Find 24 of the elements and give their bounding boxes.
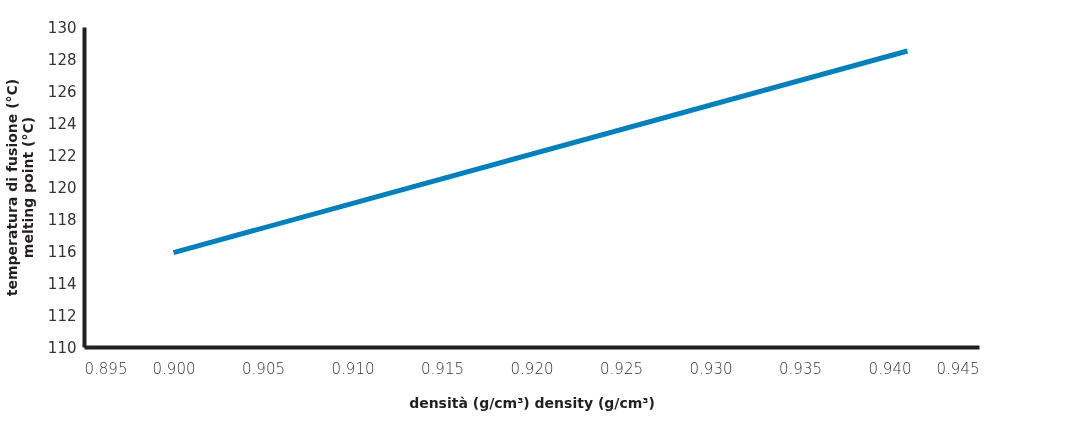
y-axis-title: temperatura di fusione (°C) melting point (°C): [3, 78, 36, 297]
x-tick-label: 0.900: [152, 359, 196, 378]
x-tick-label: 0.915: [421, 359, 464, 378]
y-tick-label: 114: [47, 274, 77, 293]
x-axis-title: densità (g/cm³) density (g/cm³): [409, 394, 655, 411]
y-tick-label: 112: [47, 306, 77, 325]
y-tick-label: 122: [47, 146, 77, 165]
x-tick-label: 0.935: [779, 359, 822, 378]
y-tick-label: 130: [47, 18, 77, 37]
x-tick-label: 0.930: [689, 359, 733, 378]
x-tick-label: 0.910: [331, 359, 375, 378]
y-tick-label: 118: [47, 210, 77, 229]
y-tick-label: 110: [47, 338, 77, 357]
y-tick-label: 116: [47, 242, 77, 261]
x-tick-label: 0.895: [84, 359, 128, 378]
x-tick-label: 0.945: [936, 359, 980, 378]
y-tick-label: 128: [47, 50, 77, 69]
y-tick-label: 120: [47, 178, 77, 197]
y-tick-label: 124: [47, 114, 77, 133]
x-tick-label: 0.925: [600, 359, 643, 378]
y-tick-label: 126: [47, 82, 77, 101]
x-tick-label: 0.940: [868, 359, 912, 378]
x-tick-label: 0.905: [242, 359, 285, 378]
x-tick-label: 0.920: [510, 359, 554, 378]
